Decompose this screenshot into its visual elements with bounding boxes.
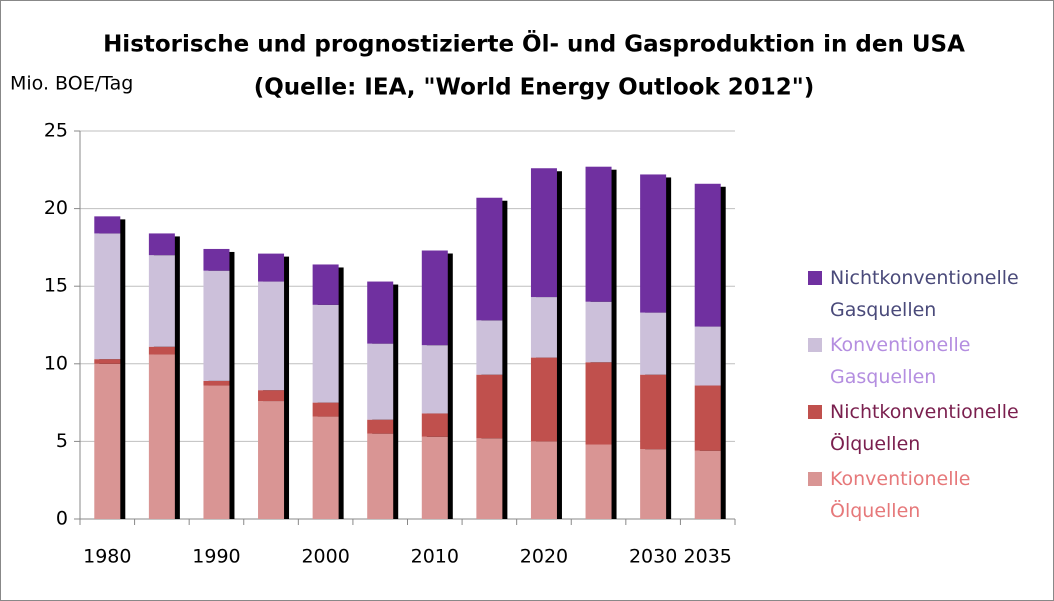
bar-segment: [476, 374, 503, 439]
bar-segment: [367, 281, 394, 344]
bar-segment: [312, 416, 339, 519]
legend-item: Konventionelle Ölquellen: [808, 463, 1052, 527]
bar-segment: [694, 385, 721, 451]
y-tick-label: 15: [44, 275, 68, 297]
bar-segment: [94, 359, 121, 364]
bar-segment: [694, 326, 721, 386]
legend-swatch: [808, 472, 822, 486]
bar-segment: [94, 363, 121, 519]
bar-segment: [203, 380, 230, 386]
y-axis-label: Mio. BOE/Tag: [10, 73, 133, 95]
y-tick-label: 25: [44, 120, 68, 142]
bar-segment: [585, 362, 612, 445]
legend-item: Konventionelle Gasquellen: [808, 329, 1052, 393]
bar-segment: [367, 419, 394, 434]
bar-segment: [585, 166, 612, 302]
bar-segment: [530, 441, 557, 519]
bar-segment: [421, 345, 448, 414]
legend-item: Nichtkonventionelle Ölquellen: [808, 396, 1052, 460]
bar-segment: [476, 438, 503, 519]
y-tick-label: 0: [56, 508, 68, 530]
bar-segment: [258, 281, 285, 391]
y-tick-label: 5: [56, 430, 68, 452]
chart-title: Historische und prognostizierte Öl- und …: [103, 30, 965, 58]
bar-segment: [203, 385, 230, 519]
bar-segment: [258, 253, 285, 282]
legend-swatch: [808, 405, 822, 419]
bar-segment: [421, 436, 448, 519]
y-tick-label: 20: [44, 197, 68, 219]
bar-segment: [148, 354, 175, 519]
bar-segment: [640, 174, 667, 313]
legend-item: Nichtkonventionelle Gasquellen: [808, 262, 1052, 326]
chart-subtitle: (Quelle: IEA, "World Energy Outlook 2012…: [254, 75, 815, 101]
y-tick-label: 10: [44, 352, 68, 374]
bar-segment: [94, 216, 121, 234]
bar-segment: [694, 450, 721, 519]
bar-segment: [421, 250, 448, 346]
legend-swatch: [808, 271, 822, 285]
bar-segment: [585, 444, 612, 519]
bar-segment: [203, 248, 230, 271]
bar-segment: [530, 357, 557, 442]
bar-segment: [476, 320, 503, 375]
x-tick-label: 2010: [411, 546, 459, 568]
x-tick-label: 1990: [192, 546, 240, 568]
bar-segment: [312, 264, 339, 305]
bar-segment: [312, 402, 339, 417]
bar-segment: [694, 183, 721, 327]
bar-segment: [640, 312, 667, 375]
bar-segment: [476, 197, 503, 321]
legend-label: Konventionelle Gasquellen: [830, 334, 971, 388]
x-tick-label: 2035: [684, 546, 732, 568]
legend-label: Nichtkonventionelle Ölquellen: [830, 401, 1019, 455]
x-tick-label: 1980: [83, 546, 131, 568]
bar-segment: [258, 390, 285, 402]
legend-swatch: [808, 338, 822, 352]
bar-segment: [148, 255, 175, 347]
x-tick-label: 2020: [520, 546, 568, 568]
bar-segment: [148, 233, 175, 256]
legend-label: Konventionelle Ölquellen: [830, 468, 971, 522]
bar-segment: [640, 449, 667, 519]
bar-segment: [530, 168, 557, 298]
bar-segment: [530, 297, 557, 358]
legend: Nichtkonventionelle Gasquellen Konvention…: [808, 262, 1052, 530]
bar-segment: [640, 374, 667, 450]
bar-segment: [148, 346, 175, 355]
bar-segment: [258, 401, 285, 519]
x-tick-label: 2030: [629, 546, 677, 568]
legend-label: Nichtkonventionelle Gasquellen: [830, 267, 1019, 321]
bar-segment: [94, 233, 121, 360]
bar-segment: [203, 270, 230, 381]
bar-segment: [367, 433, 394, 519]
bar-segment: [585, 301, 612, 363]
bar-segment: [367, 343, 394, 420]
bar-segment: [312, 304, 339, 403]
bar-segment: [421, 413, 448, 437]
x-tick-label: 2000: [301, 546, 349, 568]
